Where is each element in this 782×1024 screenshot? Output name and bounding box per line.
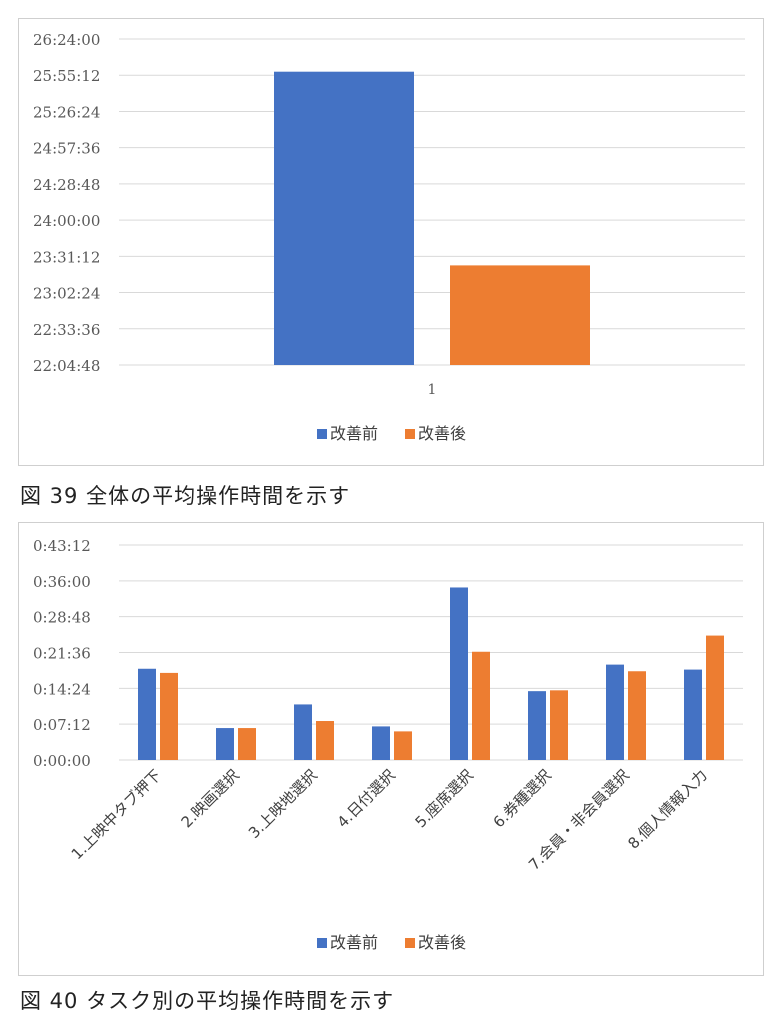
- y-tick-label: 24:00:00: [33, 212, 100, 230]
- bar-after: [316, 721, 334, 760]
- legend-swatch-before: [317, 938, 327, 948]
- bar-after: [160, 672, 178, 760]
- y-tick-label: 0:07:12: [33, 716, 91, 734]
- chart-overall-svg: 22:04:48 22:33:36 23:02:24 23:31:12 24:00:00…: [33, 31, 745, 443]
- y-tick-label: 25:26:24: [33, 103, 100, 121]
- bar-after: [394, 731, 412, 760]
- x-category-label: 1: [428, 382, 437, 398]
- bar-before: [450, 587, 468, 760]
- legend-swatch-before: [317, 429, 327, 439]
- legend-label-after: 改善後: [418, 933, 466, 952]
- y-tick-label: 0:43:12: [33, 537, 91, 555]
- bar-before: [684, 669, 702, 760]
- bar-after: [450, 265, 590, 365]
- bar-before: [372, 726, 390, 760]
- x-category-label: 2.映画選択: [178, 766, 243, 831]
- bar-before: [216, 728, 234, 760]
- legend-swatch-after: [405, 938, 415, 948]
- y-tick-label: 0:14:24: [33, 680, 91, 698]
- bar-after: [550, 690, 568, 760]
- bar-after: [472, 651, 490, 760]
- legend-label-before: 改善前: [330, 424, 378, 443]
- figure-caption-40: 図 40 タスク別の平均操作時間を示す: [20, 989, 395, 1013]
- x-category-label: 3.上映地選択: [245, 766, 321, 842]
- chart-overall: 22:04:48 22:33:36 23:02:24 23:31:12 24:00:00…: [18, 18, 764, 466]
- legend-label-before: 改善前: [330, 933, 378, 952]
- y-tick-label: 0:00:00: [33, 752, 91, 770]
- chart-by-task-svg: 0:00:00 0:07:12 0:14:24 0:21:36 0:28:48 0:36:…: [33, 537, 743, 952]
- bar-before: [294, 704, 312, 760]
- x-category-label: 6.券種選択: [490, 766, 555, 831]
- figure-caption-39: 図 39 全体の平均操作時間を示す: [20, 484, 351, 508]
- legend-swatch-after: [405, 429, 415, 439]
- legend-label-after: 改善後: [418, 424, 466, 443]
- y-tick-label: 23:31:12: [33, 248, 100, 266]
- bar-after: [706, 635, 724, 760]
- bar-after: [238, 728, 256, 760]
- y-tick-label: 23:02:24: [33, 285, 100, 303]
- y-tick-label: 0:28:48: [33, 609, 91, 627]
- chart-by-task: 0:00:00 0:07:12 0:14:24 0:21:36 0:28:48 0:36:…: [18, 522, 764, 976]
- x-category-label: 4.日付選択: [334, 766, 399, 831]
- bar-before: [528, 691, 546, 760]
- bar-after: [628, 671, 646, 760]
- y-tick-label: 26:24:00: [33, 31, 100, 49]
- bar-before: [606, 664, 624, 760]
- x-category-label: 5.座席選択: [412, 766, 477, 831]
- y-tick-label: 22:33:36: [33, 321, 100, 339]
- y-tick-label: 24:57:36: [33, 140, 100, 158]
- y-tick-label: 0:21:36: [33, 645, 91, 663]
- bar-before: [138, 668, 156, 760]
- y-tick-label: 0:36:00: [33, 573, 91, 591]
- bar-before: [274, 71, 414, 365]
- y-tick-label: 25:55:12: [33, 67, 100, 85]
- y-tick-label: 24:28:48: [33, 176, 100, 194]
- x-category-label: 1.上映中タブ押下: [68, 766, 165, 863]
- x-category-label: 8.個人情報入力: [624, 766, 710, 852]
- y-tick-label: 22:04:48: [33, 357, 100, 375]
